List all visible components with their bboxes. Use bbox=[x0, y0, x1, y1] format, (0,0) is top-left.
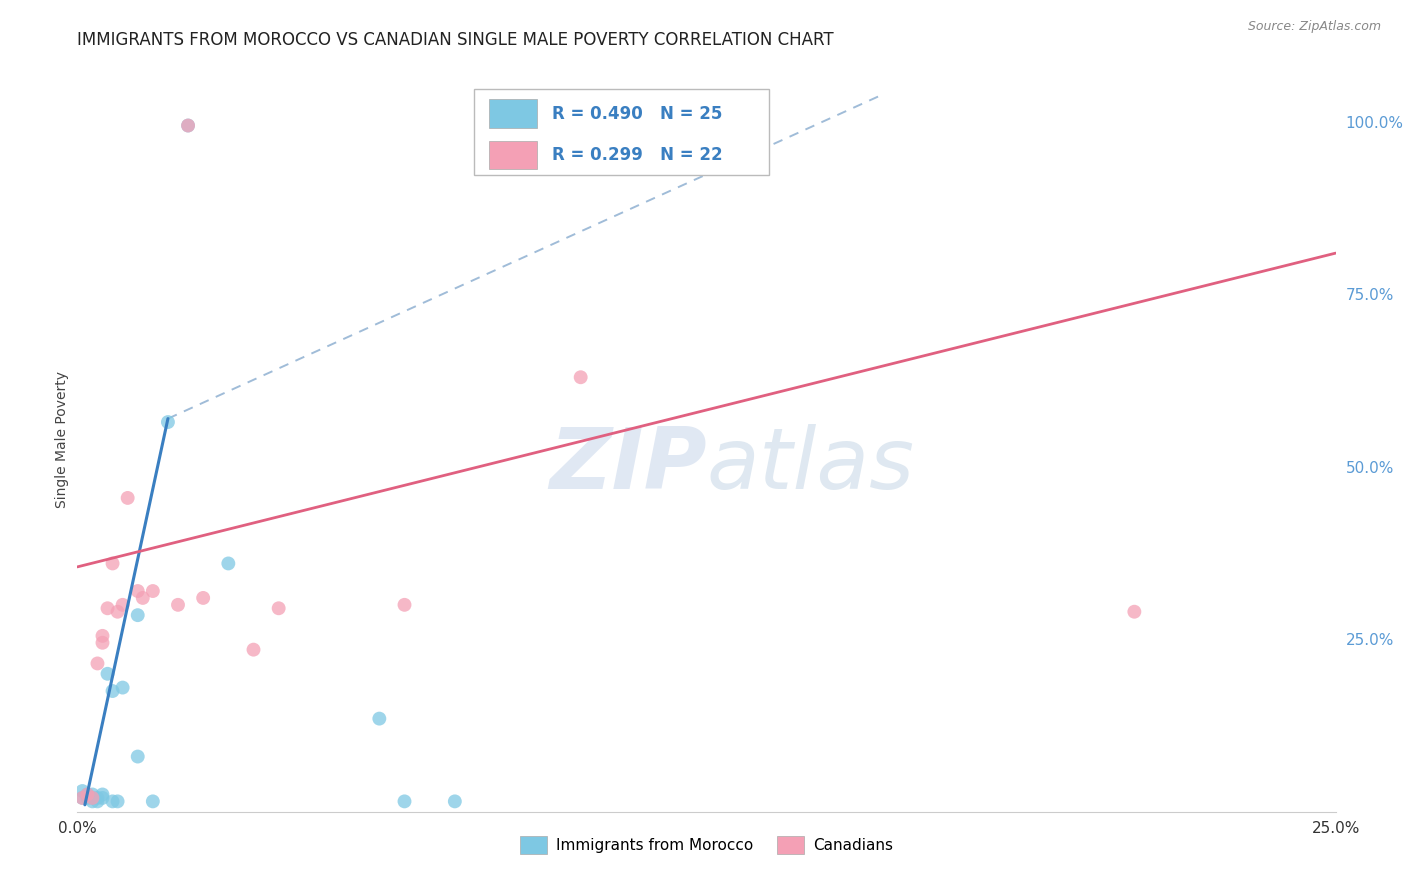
Point bbox=[111, 681, 134, 695]
Point bbox=[91, 788, 114, 802]
Text: IMMIGRANTS FROM MOROCCO VS CANADIAN SINGLE MALE POVERTY CORRELATION CHART: IMMIGRANTS FROM MOROCCO VS CANADIAN SING… bbox=[77, 31, 834, 49]
Point bbox=[82, 788, 104, 802]
Point bbox=[82, 791, 104, 805]
Point bbox=[96, 601, 118, 615]
Point bbox=[394, 598, 416, 612]
Text: ZIP: ZIP bbox=[548, 424, 707, 507]
Point bbox=[177, 119, 200, 133]
Point bbox=[444, 794, 467, 808]
Text: Source: ZipAtlas.com: Source: ZipAtlas.com bbox=[1247, 20, 1381, 33]
Point bbox=[569, 370, 592, 384]
Text: R = 0.299   N = 22: R = 0.299 N = 22 bbox=[551, 145, 723, 164]
Point bbox=[86, 794, 108, 808]
Point bbox=[72, 791, 94, 805]
Point bbox=[156, 415, 179, 429]
Point bbox=[127, 608, 149, 623]
Point bbox=[394, 794, 416, 808]
Point bbox=[101, 794, 124, 808]
Point bbox=[107, 605, 129, 619]
Point bbox=[242, 642, 264, 657]
Point bbox=[101, 557, 124, 571]
Point bbox=[167, 598, 190, 612]
Legend: Immigrants from Morocco, Canadians: Immigrants from Morocco, Canadians bbox=[513, 830, 900, 860]
Point bbox=[91, 636, 114, 650]
FancyBboxPatch shape bbox=[474, 89, 769, 175]
Point bbox=[91, 629, 114, 643]
Point bbox=[117, 491, 139, 505]
Point bbox=[1123, 605, 1146, 619]
Text: atlas: atlas bbox=[707, 424, 914, 507]
FancyBboxPatch shape bbox=[489, 100, 537, 128]
Point bbox=[267, 601, 290, 615]
Point bbox=[142, 794, 165, 808]
Point bbox=[142, 584, 165, 599]
Point bbox=[72, 791, 94, 805]
Point bbox=[86, 791, 108, 805]
Point bbox=[127, 749, 149, 764]
Point bbox=[368, 712, 391, 726]
Point bbox=[107, 794, 129, 808]
Point bbox=[96, 666, 118, 681]
Y-axis label: Single Male Poverty: Single Male Poverty bbox=[55, 371, 69, 508]
Point bbox=[111, 598, 134, 612]
Point bbox=[82, 791, 104, 805]
Point bbox=[82, 794, 104, 808]
Point bbox=[76, 788, 98, 802]
FancyBboxPatch shape bbox=[489, 141, 537, 169]
Point bbox=[86, 657, 108, 671]
Point bbox=[101, 684, 124, 698]
Point bbox=[177, 119, 200, 133]
Point bbox=[76, 791, 98, 805]
Point bbox=[132, 591, 155, 605]
Point bbox=[127, 584, 149, 599]
Point bbox=[217, 557, 239, 571]
Text: R = 0.490   N = 25: R = 0.490 N = 25 bbox=[551, 104, 723, 122]
Point bbox=[76, 788, 98, 802]
Point bbox=[91, 791, 114, 805]
Point bbox=[72, 784, 94, 798]
Point bbox=[191, 591, 215, 605]
